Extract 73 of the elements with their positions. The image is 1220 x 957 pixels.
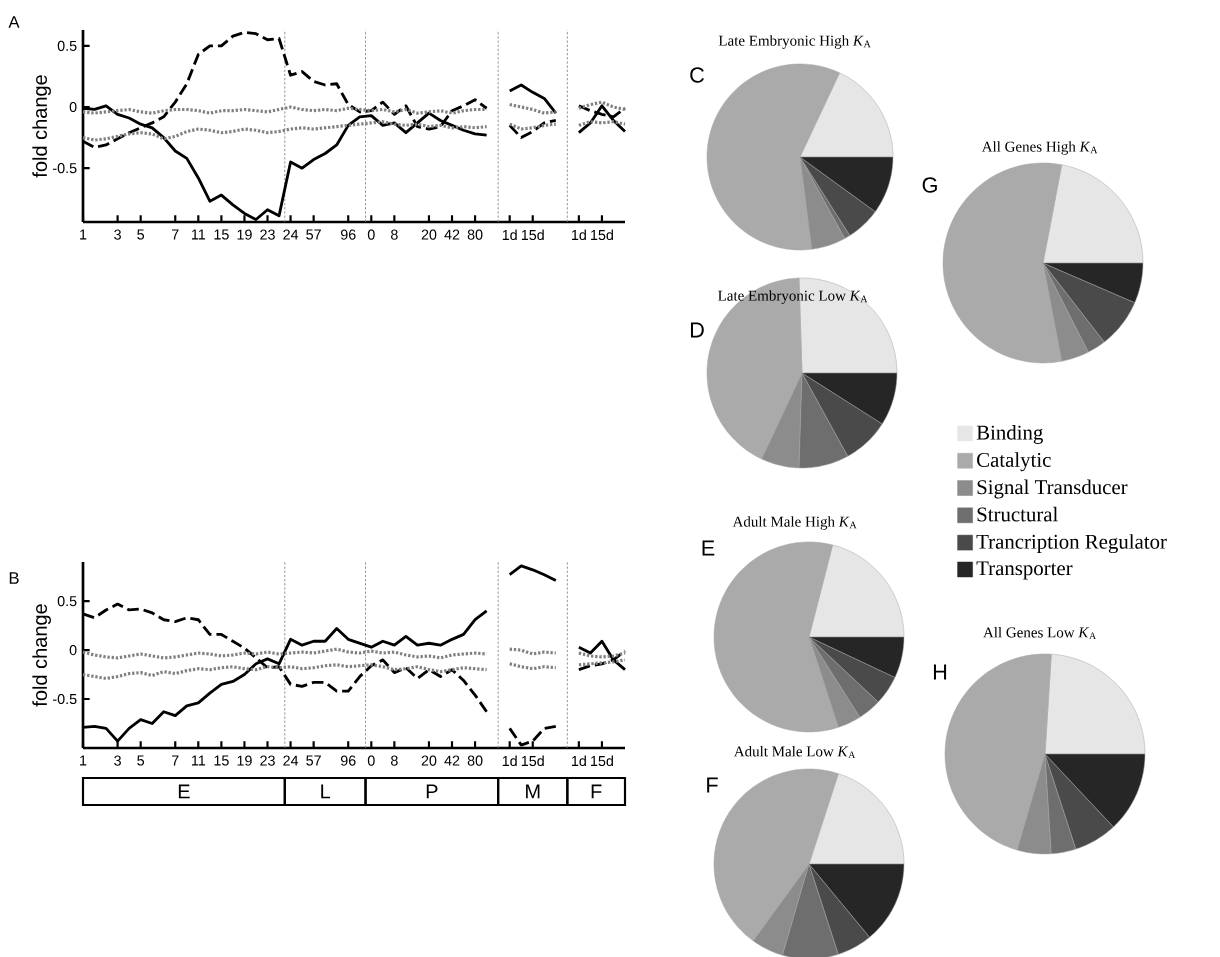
- text: F: [707, 777, 718, 793]
- x-tick-label: 5: [137, 229, 145, 240]
- x-tick-label: 7: [172, 755, 179, 766]
- x-tick-label: 20: [421, 229, 437, 240]
- x-tick-label: 57: [306, 755, 321, 766]
- y-tick-label: -0.5: [53, 693, 77, 705]
- x-tick-label: 1d: [572, 229, 586, 241]
- x-tick-label: 8: [391, 229, 398, 240]
- x-tick-label: 80: [467, 755, 483, 766]
- y-tick-label: 0.5: [57, 596, 77, 607]
- text: C: [690, 67, 704, 83]
- text: Late Embryonic Low K$_{A}$: [718, 290, 868, 304]
- x-tick-label: 7: [172, 229, 179, 240]
- y-tick-label: 0.5: [57, 40, 77, 51]
- text: F: [591, 784, 602, 799]
- x-tick-label: 1: [80, 755, 87, 766]
- text: G: [922, 177, 937, 193]
- y-tick-label: 0: [69, 645, 77, 656]
- text: B: [9, 572, 19, 584]
- text: D: [690, 322, 704, 338]
- x-tick-label: 15d: [591, 229, 613, 241]
- x-tick-label: 0: [367, 755, 375, 766]
- text: M: [526, 784, 540, 799]
- x-tick-label: 3: [114, 229, 121, 240]
- chart-title: Adult Male Low K$_{A}$: [733, 745, 856, 759]
- legend-label: Catalytic: [977, 452, 1051, 472]
- chart-title: All Genes Low K$_{A}$: [983, 626, 1097, 640]
- legend-label: Binding: [976, 424, 1043, 444]
- x-tick-label: 57: [306, 229, 321, 240]
- x-tick-label: 1: [80, 229, 87, 240]
- x-tick-label: 20: [421, 755, 437, 766]
- x-tick-label: 15: [214, 229, 229, 240]
- chart-title: Late Embryonic High K$_{A}$: [718, 35, 871, 49]
- x-tick-label: 1d: [502, 755, 517, 767]
- x-tick-label: 96: [340, 755, 356, 766]
- x-tick-label: 15d: [521, 229, 544, 241]
- chart-title: Adult Male High K$_{A}$: [732, 516, 857, 530]
- x-tick-label: 15d: [521, 755, 544, 767]
- x-tick-label: 1d: [502, 229, 517, 241]
- text: P: [426, 784, 438, 799]
- x-tick-label: 5: [137, 755, 145, 766]
- y-axis-title: fold change: [32, 75, 51, 178]
- legend-label: Trancription Regulator: [976, 534, 1167, 554]
- text: L: [321, 784, 331, 799]
- x-tick-label: 11: [191, 755, 206, 766]
- x-tick-label: 0: [367, 229, 375, 240]
- x-tick-label: 1d: [572, 755, 586, 767]
- x-tick-label: 23: [260, 229, 275, 240]
- x-tick-label: 15d: [591, 755, 613, 767]
- x-tick-label: 15: [214, 755, 229, 766]
- x-tick-label: 11: [191, 229, 206, 240]
- x-tick-label: 96: [340, 229, 356, 240]
- y-axis-title: fold change: [32, 604, 51, 707]
- x-tick-label: 19: [237, 229, 252, 240]
- legend-label: Signal Transducer: [977, 479, 1128, 499]
- legend-label: Structural: [977, 506, 1058, 522]
- text: E: [702, 540, 715, 556]
- x-tick-label: 24: [283, 755, 299, 766]
- x-tick-label: 80: [467, 229, 483, 240]
- chart-title: All Genes High K$_{A}$: [981, 141, 1098, 155]
- y-tick-label: 0: [69, 101, 77, 113]
- x-tick-label: 19: [237, 755, 252, 766]
- x-tick-label: 42: [444, 229, 460, 240]
- x-tick-label: 42: [444, 755, 460, 766]
- x-tick-label: 8: [391, 755, 398, 766]
- y-tick-label: -0.5: [53, 163, 77, 174]
- x-tick-label: 23: [260, 755, 275, 766]
- legend-label: Transporter: [976, 561, 1073, 580]
- text: E: [178, 784, 190, 799]
- text: A: [8, 16, 20, 28]
- text: H: [933, 664, 947, 680]
- x-tick-label: 3: [114, 755, 121, 766]
- x-tick-label: 24: [283, 229, 299, 240]
